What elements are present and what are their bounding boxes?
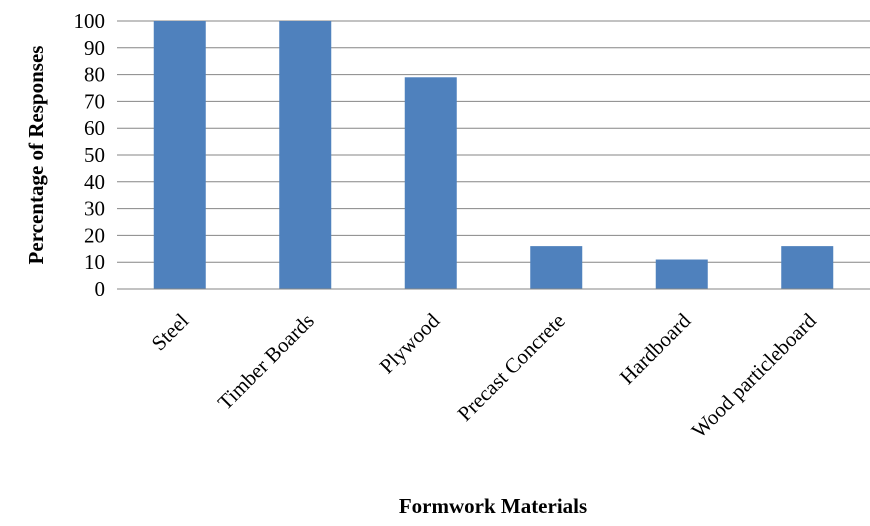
y-tick-label: 60: [84, 116, 105, 140]
y-tick-label: 40: [84, 170, 105, 194]
bar-plywood: [404, 77, 457, 289]
y-tick-label: 50: [84, 143, 105, 167]
y-tick-label: 70: [84, 89, 105, 113]
bar-hardboard: [655, 259, 708, 289]
bars: [153, 21, 834, 289]
x-category-label: Hardboard: [615, 308, 696, 389]
y-tick-label: 20: [84, 223, 105, 247]
bar-timber-boards: [279, 21, 332, 289]
x-category-label: Plywood: [375, 308, 445, 378]
y-tick-label: 90: [84, 36, 105, 60]
bar-precast-concrete: [530, 246, 583, 289]
x-category-label: Precast Concrete: [453, 309, 570, 426]
x-category-label: Timber Boards: [213, 309, 319, 415]
x-axis-title: Formwork Materials: [399, 494, 587, 518]
y-tick-label: 100: [74, 9, 106, 33]
y-axis-title: Percentage of Responses: [24, 46, 48, 265]
y-tick-label: 0: [95, 277, 106, 301]
gridlines: [117, 20, 870, 263]
y-tick-label: 80: [84, 63, 105, 87]
y-tick-label: 10: [84, 250, 105, 274]
y-tick-label: 30: [84, 197, 105, 221]
x-axis-category-labels: Steel Timber Boards Plywood Precast Concret…: [147, 308, 822, 442]
x-category-label: Wood particleboard: [687, 308, 821, 442]
bar-wood-particleboard: [781, 246, 834, 289]
bar-steel: [153, 21, 206, 289]
x-category-label: Steel: [147, 308, 194, 355]
